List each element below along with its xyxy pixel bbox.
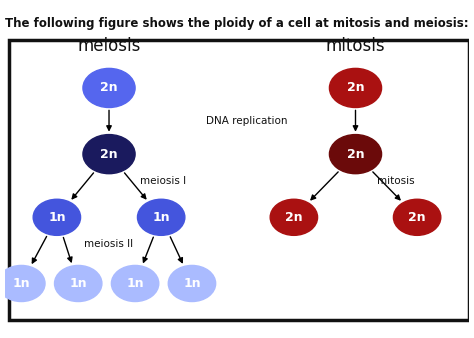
Text: meiosis II: meiosis II xyxy=(84,239,134,249)
Ellipse shape xyxy=(83,68,135,107)
Ellipse shape xyxy=(111,265,159,301)
Ellipse shape xyxy=(329,68,382,107)
Text: 1n: 1n xyxy=(69,277,87,290)
Text: 1n: 1n xyxy=(126,277,144,290)
Ellipse shape xyxy=(329,135,382,174)
Text: DNA replication: DNA replication xyxy=(206,116,287,126)
Ellipse shape xyxy=(137,199,185,235)
Text: 1n: 1n xyxy=(183,277,201,290)
Text: meiosis I: meiosis I xyxy=(140,176,186,186)
Ellipse shape xyxy=(393,199,441,235)
Text: 1n: 1n xyxy=(152,211,170,224)
Text: 2n: 2n xyxy=(100,81,118,94)
Text: 2n: 2n xyxy=(285,211,303,224)
Text: 2n: 2n xyxy=(346,81,365,94)
Text: 2n: 2n xyxy=(100,148,118,161)
Ellipse shape xyxy=(168,265,216,301)
Ellipse shape xyxy=(83,135,135,174)
Text: 2n: 2n xyxy=(346,148,365,161)
Ellipse shape xyxy=(33,199,81,235)
Text: mitosis: mitosis xyxy=(377,176,414,186)
Text: 1n: 1n xyxy=(12,277,30,290)
Text: meiosis: meiosis xyxy=(77,37,141,55)
Ellipse shape xyxy=(270,199,318,235)
Text: 1n: 1n xyxy=(48,211,66,224)
Text: The following figure shows the ploidy of a cell at mitosis and meiosis:: The following figure shows the ploidy of… xyxy=(5,17,469,30)
Ellipse shape xyxy=(55,265,102,301)
Text: 2n: 2n xyxy=(408,211,426,224)
Text: mitosis: mitosis xyxy=(326,37,385,55)
Ellipse shape xyxy=(0,265,45,301)
